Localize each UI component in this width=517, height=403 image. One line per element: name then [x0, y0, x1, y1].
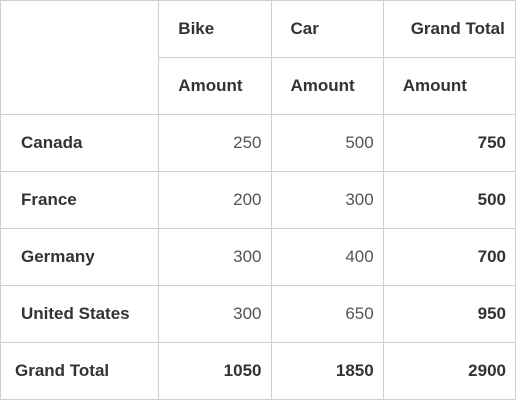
corner-cell — [0, 0, 160, 115]
column-header-bike[interactable]: Bike — [158, 0, 272, 58]
grand-total-row: Grand Total 1050 1850 2900 — [0, 342, 517, 400]
value-cell[interactable]: 300 — [158, 285, 272, 343]
row-total-cell[interactable]: 750 — [382, 114, 517, 172]
table-row: France 200 300 500 — [0, 171, 517, 229]
column-header-car[interactable]: Car — [270, 0, 384, 58]
value-cell[interactable]: 250 — [158, 114, 272, 172]
measure-header-row: Amount Amount Amount — [1, 57, 517, 115]
value-cell[interactable]: 500 — [270, 114, 384, 172]
column-header-grand-total: Grand Total — [382, 0, 517, 58]
grand-total-cell[interactable]: 2900 — [382, 342, 517, 400]
row-header-grand-total: Grand Total — [0, 342, 160, 400]
column-header-row: Bike Car Grand Total — [0, 0, 517, 115]
measure-header-car: Amount — [270, 57, 384, 115]
row-total-cell[interactable]: 500 — [382, 171, 517, 229]
row-header-germany[interactable]: Germany — [0, 228, 160, 286]
table-row: United States 300 650 950 — [0, 285, 517, 343]
row-header-canada[interactable]: Canada — [0, 114, 160, 172]
row-total-cell[interactable]: 950 — [382, 285, 517, 343]
value-cell[interactable]: 300 — [158, 228, 272, 286]
measure-header-bike: Amount — [158, 57, 272, 115]
table-row: Canada 250 500 750 — [0, 114, 517, 172]
value-cell[interactable]: 200 — [158, 171, 272, 229]
grand-total-cell[interactable]: 1850 — [270, 342, 384, 400]
value-cell[interactable]: 300 — [270, 171, 384, 229]
value-cell[interactable]: 650 — [270, 285, 384, 343]
row-header-united-states[interactable]: United States — [0, 285, 160, 343]
row-header-france[interactable]: France — [0, 171, 160, 229]
grand-total-cell[interactable]: 1050 — [158, 342, 272, 400]
value-cell[interactable]: 400 — [270, 228, 384, 286]
row-total-cell[interactable]: 700 — [382, 228, 517, 286]
table-row: Germany 300 400 700 — [0, 228, 517, 286]
measure-header-grand-total: Amount — [382, 57, 517, 115]
